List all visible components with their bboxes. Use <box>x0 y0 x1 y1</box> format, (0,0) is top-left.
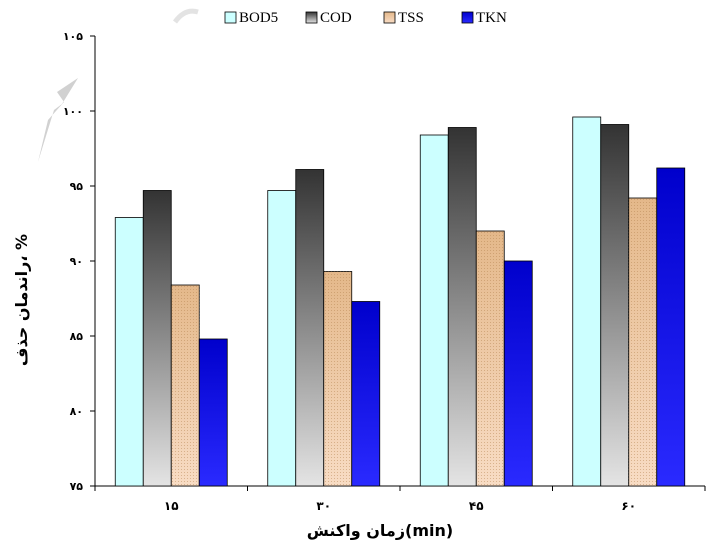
bar-texture <box>171 285 200 486</box>
bar-bod5 <box>419 134 449 487</box>
legend-label-bod5: BOD5 <box>239 10 278 26</box>
bar-cod <box>295 169 325 487</box>
bar-tkn <box>503 260 533 487</box>
bar-cod <box>142 190 172 487</box>
y-tick-label: ۸۰ <box>70 405 83 418</box>
legend-swatch-bod5 <box>224 11 237 24</box>
legend-swatch-tss <box>383 11 396 24</box>
legend-swatch-tkn <box>461 11 474 24</box>
x-axis-title: زمان واکنش(min) <box>307 521 453 540</box>
x-tick-label: ۳۰ <box>316 499 331 513</box>
y-axis-title: راندمان حذف، % <box>12 234 31 366</box>
legend-label-tkn: TKN <box>476 10 507 26</box>
bar-tkn <box>198 338 228 487</box>
bar-bod5 <box>114 217 144 487</box>
bars <box>114 116 686 487</box>
y-tick-label: ۹۰ <box>70 255 83 268</box>
legend-label-tss: TSS <box>398 10 424 26</box>
y-tick-label: ۱۰۵ <box>63 30 83 43</box>
x-tick-label: ۶۰ <box>621 499 636 513</box>
y-tick-label: ۱۰۰ <box>63 105 83 118</box>
bar-texture <box>476 231 505 486</box>
bar-cod <box>600 124 630 487</box>
bar-tkn <box>656 167 686 487</box>
bar-cod <box>447 127 477 487</box>
y-tick-label: ۷۵ <box>70 480 84 493</box>
bar-tkn <box>351 301 381 487</box>
legend: BOD5 COD TSS TKN <box>224 10 507 26</box>
bar-bod5 <box>572 116 602 487</box>
bar-texture <box>323 271 352 486</box>
bar-texture <box>628 198 657 486</box>
y-tick-label: ۸۵ <box>70 330 84 343</box>
legend-label-cod: COD <box>320 10 352 26</box>
x-tick-label: ۴۵ <box>469 499 484 513</box>
bar-bod5 <box>267 190 297 487</box>
legend-swatch-cod <box>305 11 318 24</box>
y-tick-label: ۹۵ <box>70 180 84 193</box>
x-tick-label: ۱۵ <box>164 499 179 513</box>
watermark <box>38 8 199 162</box>
